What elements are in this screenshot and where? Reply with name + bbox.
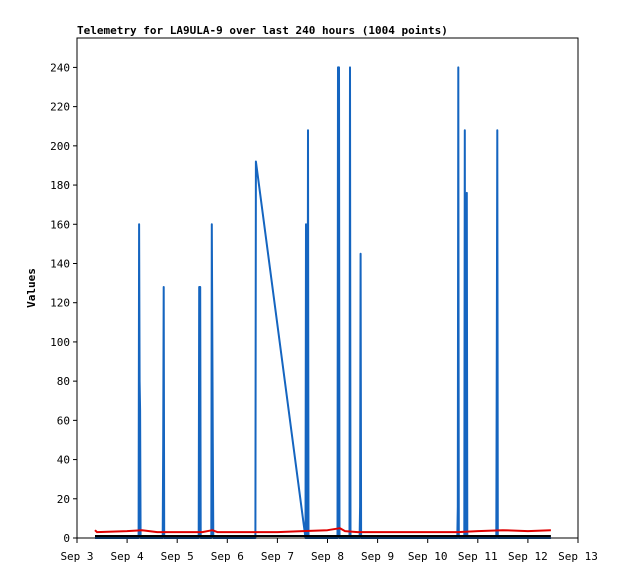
series-line <box>94 527 551 534</box>
chart-title: Telemetry for LA9ULA-9 over last 240 hou… <box>77 24 448 37</box>
y-tick-label: 180 <box>50 179 70 192</box>
y-axis-label: Values <box>25 268 38 308</box>
y-tick-label: 220 <box>50 101 70 114</box>
y-tick-label: 60 <box>57 414 70 427</box>
y-tick-label: 20 <box>57 493 70 506</box>
y-tick-label: 200 <box>50 140 70 153</box>
y-tick-label: 140 <box>50 257 70 270</box>
x-tick-label: Sep 13 <box>558 550 598 563</box>
y-tick-label: 120 <box>50 297 70 310</box>
y-tick-label: 160 <box>50 218 70 231</box>
y-tick-label: 80 <box>57 375 70 388</box>
x-tick-label: Sep 6 <box>211 550 244 563</box>
plot-frame <box>76 37 579 539</box>
x-tick-label: Sep 8 <box>311 550 344 563</box>
x-tick-label: Sep 7 <box>261 550 294 563</box>
x-tick-label: Sep 12 <box>508 550 548 563</box>
x-tick-label: Sep 11 <box>458 550 498 563</box>
x-tick-label: Sep 5 <box>161 550 194 563</box>
x-tick-label: Sep 4 <box>111 550 144 563</box>
x-tick-label: Sep 3 <box>60 550 93 563</box>
y-tick-label: 240 <box>50 61 70 74</box>
x-tick-label: Sep 9 <box>361 550 394 563</box>
y-tick-label: 0 <box>63 532 70 545</box>
x-tick-label: Sep 10 <box>408 550 448 563</box>
y-tick-label: 100 <box>50 336 70 349</box>
y-tick-label: 40 <box>57 454 70 467</box>
